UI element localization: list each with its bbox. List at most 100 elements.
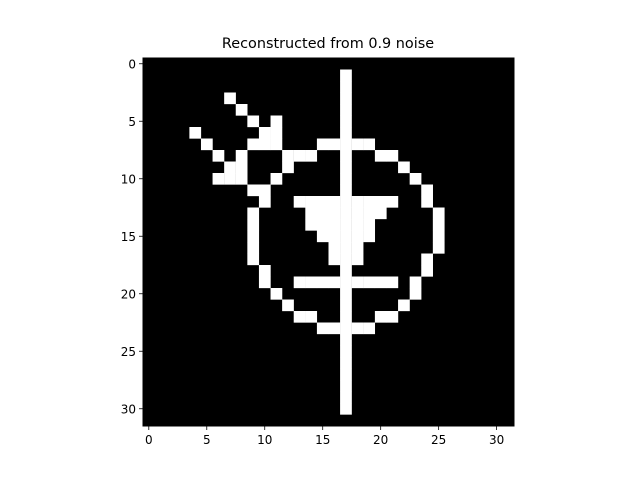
heatmap-cell <box>374 207 387 220</box>
heatmap-cell <box>258 184 271 197</box>
y-axis: 0 5 10 15 20 25 30 <box>121 57 143 416</box>
heatmap-cell <box>305 311 318 323</box>
heatmap-cell <box>328 230 341 243</box>
heatmap-cell <box>340 391 352 404</box>
plot-area <box>142 57 515 427</box>
heatmap-cell <box>340 104 352 116</box>
heatmap-cell <box>270 127 283 139</box>
heatmap-cell <box>386 276 399 289</box>
heatmap-cell <box>270 288 283 300</box>
heatmap-cell <box>363 138 376 151</box>
heatmap-cell <box>316 207 329 220</box>
heatmap-cell <box>200 138 213 151</box>
x-tick-label: 10 <box>257 433 272 447</box>
heatmap-cell <box>282 150 294 162</box>
heatmap-cell <box>374 196 387 208</box>
heatmap-cell <box>305 207 318 220</box>
heatmap-cell <box>398 299 410 312</box>
heatmap-cell <box>258 127 271 139</box>
heatmap-cell <box>247 184 260 197</box>
y-tick-label: 30 <box>121 402 136 416</box>
heatmap-cell <box>328 196 341 208</box>
heatmap-cell <box>316 219 329 231</box>
heatmap-cell <box>247 207 260 220</box>
heatmap-cell <box>328 253 341 266</box>
heatmap-cell <box>340 92 352 105</box>
heatmap-cell <box>340 334 352 346</box>
heatmap-cell <box>340 219 352 231</box>
heatmap-cell <box>305 276 318 289</box>
y-tick-label: 15 <box>121 230 136 244</box>
heatmap-cell <box>282 299 294 312</box>
heatmap-cell <box>340 69 352 82</box>
heatmap-cell <box>340 127 352 139</box>
chart-title: Reconstructed from 0.9 noise <box>222 36 434 52</box>
y-tick-label: 25 <box>121 345 136 359</box>
heatmap-cell <box>340 173 352 185</box>
heatmap-cell <box>340 357 352 369</box>
heatmap-cell <box>432 230 445 243</box>
heatmap-cell <box>316 322 329 335</box>
heatmap-cell <box>340 161 352 174</box>
heatmap-cell <box>328 219 341 231</box>
heatmap-cell <box>270 138 283 151</box>
heatmap-cell <box>270 173 283 185</box>
y-tick-label: 5 <box>128 115 136 129</box>
axes-frame <box>142 57 515 427</box>
heatmap-cell <box>235 161 248 174</box>
heatmap-cell <box>293 276 306 289</box>
heatmap-cell <box>340 230 352 243</box>
heatmap-cell <box>340 403 352 415</box>
heatmap-cell <box>432 242 445 254</box>
x-axis: 0 5 10 15 20 25 30 <box>145 426 504 447</box>
heatmap-cell <box>247 115 260 128</box>
heatmap-cell <box>409 276 422 289</box>
heatmap-cell <box>282 161 294 174</box>
heatmap-cell <box>305 150 318 162</box>
heatmap-cell <box>247 138 260 151</box>
heatmap-cell <box>293 196 306 208</box>
heatmap-cell <box>235 104 248 116</box>
heatmap-cell <box>421 265 433 277</box>
heatmap-cell <box>235 173 248 185</box>
heatmap-cell <box>340 196 352 208</box>
heatmap-cell <box>363 207 376 220</box>
heatmap-cell <box>351 322 364 335</box>
heatmap-cell <box>224 92 236 105</box>
heatmap-cell <box>340 345 352 358</box>
x-tick-label: 15 <box>315 433 330 447</box>
heatmap-cell <box>351 276 364 289</box>
heatmap-cell <box>247 219 260 231</box>
heatmap-cell <box>340 184 352 197</box>
heatmap-cell <box>293 150 306 162</box>
heatmap-cell <box>224 173 236 185</box>
heatmap-cell <box>340 138 352 151</box>
heatmap-cell <box>258 276 271 289</box>
heatmap-cell <box>351 207 364 220</box>
heatmap-cell <box>224 161 236 174</box>
heatmap-cell <box>351 253 364 266</box>
heatmap-cell <box>316 138 329 151</box>
heatmap-cell <box>340 207 352 220</box>
x-tick-label: 30 <box>489 433 504 447</box>
heatmap-cell <box>305 196 318 208</box>
heatmap-cell <box>328 322 341 335</box>
heatmap-cell <box>328 207 341 220</box>
heatmap-cell <box>363 322 376 335</box>
heatmap-cell <box>432 219 445 231</box>
x-tick-label: 20 <box>373 433 388 447</box>
heatmap-cell <box>386 196 399 208</box>
heatmap-cell <box>351 230 364 243</box>
heatmap-cell <box>386 311 399 323</box>
heatmap-cell <box>363 276 376 289</box>
heatmap-cell <box>340 265 352 277</box>
heatmap-cell <box>421 253 433 266</box>
heatmap-cell <box>421 184 433 197</box>
heatmap-cell <box>212 150 225 162</box>
heatmap-cell <box>316 196 329 208</box>
heatmap-cell <box>351 138 364 151</box>
heatmap-cell <box>363 196 376 208</box>
heatmap-cell <box>340 368 352 381</box>
x-tick-label: 0 <box>145 433 153 447</box>
